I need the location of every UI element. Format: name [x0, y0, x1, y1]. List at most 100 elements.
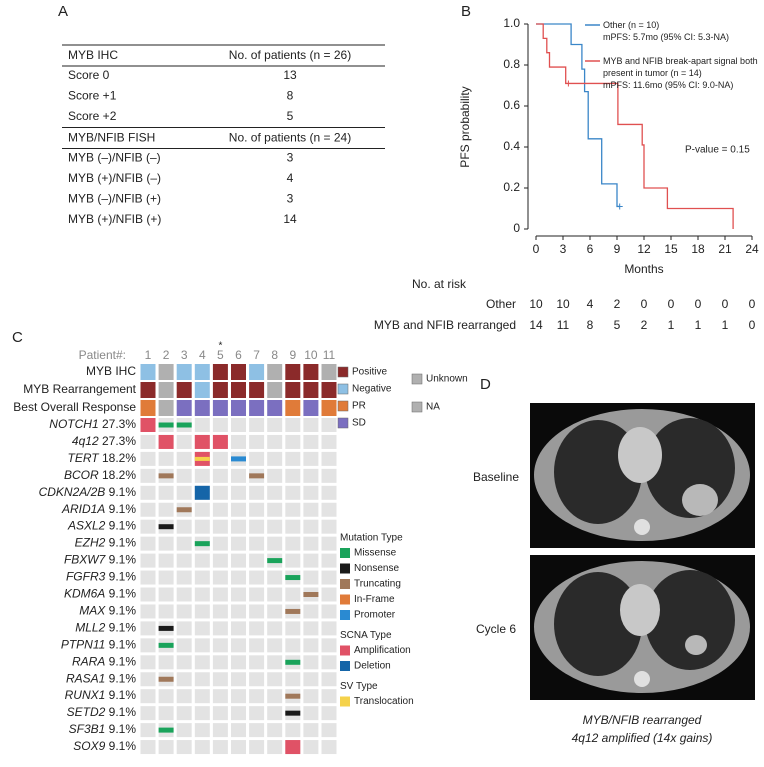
legend-title: Mutation Type	[340, 533, 403, 544]
empty-cell	[176, 604, 192, 619]
annotation-cell	[285, 364, 301, 380]
annotation-cell	[249, 382, 265, 398]
empty-cell	[194, 587, 210, 602]
legend-summary: mPFS: 11.6mo (95% CI: 9.0-NA)	[603, 80, 734, 90]
risk-count: 5	[614, 318, 621, 332]
empty-cell	[321, 418, 337, 432]
empty-cell	[249, 553, 265, 568]
alteration	[158, 524, 174, 530]
gene-label: SOX9 9.1%	[73, 739, 136, 753]
empty-cell	[285, 502, 301, 517]
empty-cell	[212, 451, 228, 466]
gene-frequency: 9.1%	[109, 604, 137, 618]
gene-frequency: 9.1%	[109, 519, 137, 533]
legend-label: Nonsense	[354, 563, 399, 574]
alteration	[158, 473, 174, 479]
empty-cell	[303, 689, 319, 704]
annotation-cell	[267, 382, 283, 398]
empty-cell	[140, 621, 156, 636]
empty-cell	[321, 434, 337, 449]
empty-cell	[303, 451, 319, 466]
risk-title: No. at risk	[412, 277, 467, 291]
alteration	[194, 434, 210, 449]
table-cell: MYB (–)/NFIB (–)	[68, 151, 161, 165]
empty-cell	[194, 689, 210, 704]
gene-label: MLL2 9.1%	[75, 621, 136, 635]
empty-cell	[176, 723, 192, 738]
empty-cell	[194, 468, 210, 483]
patient-id: 8	[271, 348, 278, 362]
patient-id: 3	[181, 348, 188, 362]
empty-cell	[267, 418, 283, 432]
empty-cell	[231, 587, 246, 602]
legend-label: NA	[426, 402, 440, 413]
empty-cell	[176, 587, 192, 602]
gene-label: ARID1A 9.1%	[61, 502, 136, 516]
patient-id: 6	[235, 348, 242, 362]
empty-cell	[285, 723, 301, 738]
empty-cell	[267, 587, 283, 602]
empty-cell	[267, 672, 283, 687]
empty-cell	[194, 706, 210, 721]
y-tick-label: 0	[513, 221, 520, 235]
table-header: No. of patients (n = 24)	[229, 131, 351, 145]
x-axis-label: Months	[624, 262, 663, 276]
empty-cell	[140, 570, 156, 585]
annotation-cell	[249, 364, 265, 380]
gene-frequency: 27.3%	[102, 434, 136, 448]
empty-cell	[303, 604, 319, 619]
empty-cell	[231, 519, 246, 534]
empty-cell	[176, 468, 192, 483]
annotation-label: MYB IHC	[86, 364, 136, 378]
gene-label: SF3B1 9.1%	[69, 722, 137, 736]
empty-cell	[176, 638, 192, 653]
table-cell: 14	[283, 212, 297, 226]
empty-cell	[249, 451, 265, 466]
empty-cell	[285, 434, 301, 449]
legend-swatch	[340, 594, 350, 605]
empty-cell	[158, 740, 174, 755]
empty-cell	[158, 553, 174, 568]
gene-frequency: 9.1%	[109, 485, 137, 499]
gene-label: FGFR3 9.1%	[66, 570, 136, 584]
annotation-cell	[140, 400, 156, 416]
gene-name: SF3B1	[69, 722, 106, 736]
empty-cell	[321, 519, 337, 534]
legend-swatch	[340, 610, 350, 620]
patient-id: 10	[304, 348, 318, 362]
gene-frequency: 9.1%	[109, 671, 137, 685]
risk-count: 1	[668, 318, 675, 332]
legend-label: Deletion	[354, 661, 391, 672]
legend-label: Truncating	[354, 579, 401, 590]
gene-label: MAX 9.1%	[79, 604, 136, 618]
legend-swatch	[340, 563, 350, 574]
legend-entry: MYB and NFIB break-apart signal both pre…	[603, 56, 758, 90]
ct-label: Cycle 6	[476, 622, 516, 636]
alteration	[285, 659, 301, 665]
empty-cell	[140, 587, 156, 602]
empty-cell	[140, 485, 156, 500]
alteration	[249, 473, 265, 479]
empty-cell	[194, 553, 210, 568]
annotation-cell	[285, 382, 301, 398]
gene-name: EZH2	[75, 536, 106, 550]
censor-mark	[616, 203, 623, 210]
empty-cell	[176, 519, 192, 534]
alteration	[194, 456, 210, 461]
empty-cell	[140, 553, 156, 568]
empty-cell	[194, 604, 210, 619]
empty-cell	[140, 468, 156, 483]
y-tick-label: 1.0	[503, 16, 520, 30]
gene-frequency: 9.1%	[109, 553, 137, 567]
legend-swatch	[340, 548, 350, 558]
empty-cell	[140, 672, 156, 687]
legend-swatch	[340, 645, 350, 656]
gene-frequency: 9.1%	[109, 536, 137, 550]
empty-cell	[267, 638, 283, 653]
empty-cell	[303, 570, 319, 585]
p-value: P-value = 0.15	[685, 145, 750, 156]
gene-name: ASXL2	[67, 519, 106, 533]
risk-count: 1	[695, 318, 702, 332]
empty-cell	[249, 723, 265, 738]
